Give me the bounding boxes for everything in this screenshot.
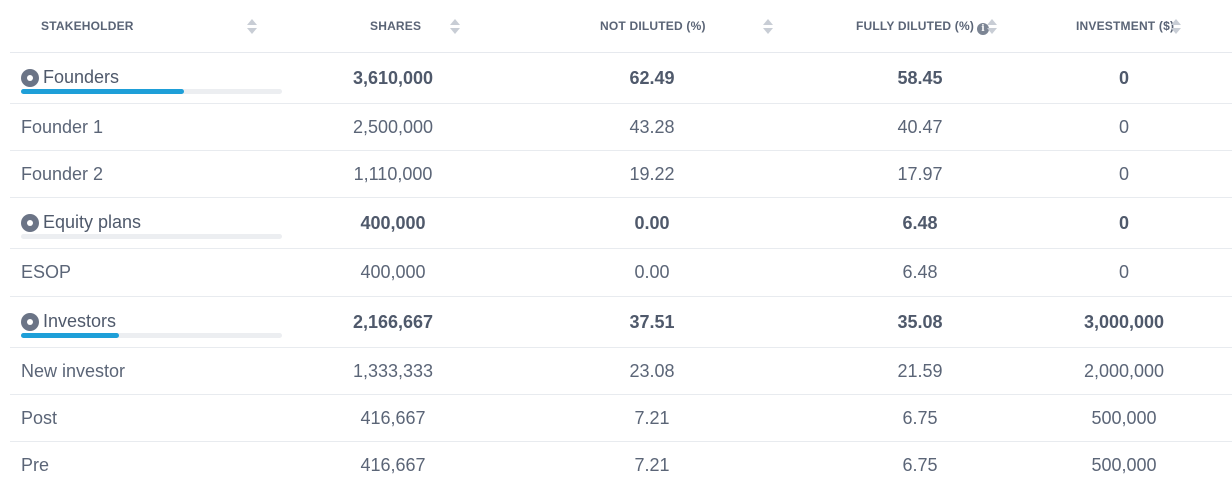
header-shares: SHARES xyxy=(370,19,422,33)
cell-fully-diluted: 21.59 xyxy=(897,360,943,381)
cell-investment: 0 xyxy=(1118,163,1129,184)
cell-investment: 500,000 xyxy=(1091,454,1157,475)
group-name: Founders xyxy=(43,67,120,87)
cell-fully-diluted: 40.47 xyxy=(897,116,943,137)
table-row-group-equity-plans[interactable]: Equity plans 400,000 0.00 6.48 0 xyxy=(10,198,1232,249)
cell-not-diluted: 23.08 xyxy=(629,360,675,381)
cell-stakeholder: Founder 2 xyxy=(21,163,104,184)
sort-stakeholder-icon[interactable] xyxy=(247,19,257,35)
expand-toggle-icon[interactable] xyxy=(21,68,39,87)
ownership-bar-fill xyxy=(21,333,119,338)
group-name-wrap: Founders xyxy=(21,67,119,88)
cell-not-diluted: 19.22 xyxy=(629,163,675,184)
cell-fully-diluted: 6.48 xyxy=(902,262,938,282)
cell-fully-diluted: 58.45 xyxy=(897,67,943,88)
cell-stakeholder: New investor xyxy=(21,360,126,381)
cell-investment: 0 xyxy=(1118,116,1129,137)
expand-toggle-icon[interactable] xyxy=(21,312,39,331)
sort-fully-diluted-icon[interactable] xyxy=(987,19,997,35)
sort-shares-icon[interactable] xyxy=(450,19,460,35)
cell-investment: 3,000,000 xyxy=(1083,311,1165,332)
cell-not-diluted: 7.21 xyxy=(634,454,670,475)
cell-stakeholder: ESOP xyxy=(21,262,72,282)
info-icon[interactable]: i xyxy=(977,23,990,35)
table-row[interactable]: New investor 1,333,333 23.08 21.59 2,000… xyxy=(10,348,1232,395)
cell-fully-diluted: 17.97 xyxy=(897,163,943,184)
group-name-wrap: Investors xyxy=(21,311,116,332)
ownership-bar xyxy=(21,333,282,338)
ownership-bar-fill xyxy=(21,89,185,94)
header-fully-diluted: FULLY DILUTED (%) xyxy=(856,19,975,33)
cell-shares: 1,110,000 xyxy=(353,163,433,184)
sort-investment-icon[interactable] xyxy=(1171,19,1181,35)
header-fully-diluted-wrap: FULLY DILUTED (%) i xyxy=(856,0,990,52)
cell-not-diluted: 43.28 xyxy=(629,116,675,137)
cell-shares: 3,610,000 xyxy=(352,67,434,88)
cell-not-diluted: 7.21 xyxy=(634,407,670,428)
cell-investment: 0 xyxy=(1118,212,1129,233)
cell-investment: 0 xyxy=(1118,262,1129,282)
ownership-bar xyxy=(21,234,282,239)
table-row[interactable]: Founder 2 1,110,000 19.22 17.97 0 xyxy=(10,151,1232,198)
cell-not-diluted: 37.51 xyxy=(629,311,675,332)
cell-shares: 416,667 xyxy=(360,407,426,428)
cell-investment: 0 xyxy=(1118,67,1129,88)
cell-investment: 2,000,000 xyxy=(1083,360,1165,381)
cell-shares: 416,667 xyxy=(360,454,426,475)
expand-toggle-icon[interactable] xyxy=(21,213,39,232)
group-name: Equity plans xyxy=(43,212,142,232)
table-row[interactable]: Founder 1 2,500,000 43.28 40.47 0 xyxy=(10,104,1232,151)
cell-shares: 400,000 xyxy=(360,262,426,282)
cell-stakeholder: Founder 1 xyxy=(21,116,104,137)
table-row-group-investors[interactable]: Investors 2,166,667 37.51 35.08 3,000,00… xyxy=(10,297,1232,348)
header-stakeholder: STAKEHOLDER xyxy=(41,19,134,33)
header-not-diluted: NOT DILUTED (%) xyxy=(600,19,706,33)
cell-investment: 500,000 xyxy=(1091,407,1157,428)
cell-shares: 2,500,000 xyxy=(352,116,434,137)
cell-shares: 2,166,667 xyxy=(352,311,434,332)
cell-not-diluted: 0.00 xyxy=(634,212,670,233)
group-name: Investors xyxy=(43,311,117,331)
cell-fully-diluted: 6.48 xyxy=(902,212,938,233)
table-row[interactable]: Pre 416,667 7.21 6.75 500,000 xyxy=(10,442,1232,488)
cell-fully-diluted: 35.08 xyxy=(897,311,943,332)
cell-not-diluted: 62.49 xyxy=(629,67,675,88)
ownership-bar xyxy=(21,89,282,94)
cell-stakeholder: Pre xyxy=(21,454,50,475)
cell-not-diluted: 0.00 xyxy=(634,262,670,282)
sort-not-diluted-icon[interactable] xyxy=(763,19,773,35)
group-name-wrap: Equity plans xyxy=(21,212,141,233)
table-row[interactable]: Post 416,667 7.21 6.75 500,000 xyxy=(10,395,1232,442)
cell-shares: 1,333,333 xyxy=(352,360,434,381)
header-investment: INVESTMENT ($) xyxy=(1076,19,1175,33)
table-row[interactable]: ESOP 400,000 0.00 6.48 0 xyxy=(10,249,1232,297)
cell-stakeholder: Post xyxy=(21,407,58,428)
cell-fully-diluted: 6.75 xyxy=(902,454,938,475)
cell-fully-diluted: 6.75 xyxy=(902,407,938,428)
cell-shares: 400,000 xyxy=(360,212,426,233)
table-header: STAKEHOLDER SHARES NOT DILUTED (%) FULLY… xyxy=(10,0,1232,53)
table-row-group-founders[interactable]: Founders 3,610,000 62.49 58.45 0 xyxy=(10,53,1232,104)
